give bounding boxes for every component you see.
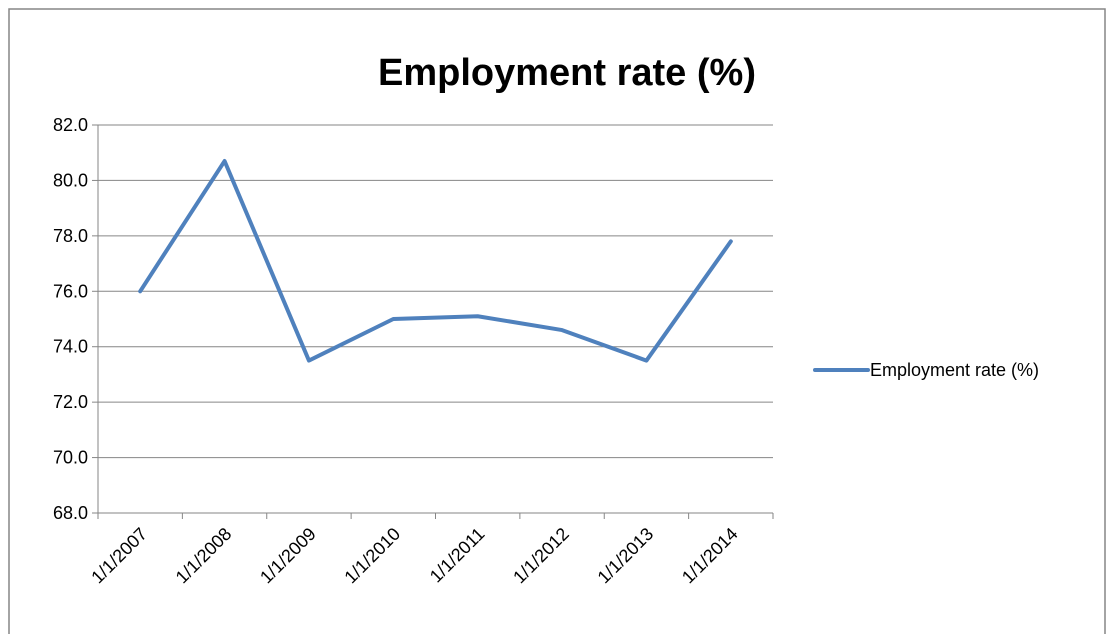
axes bbox=[92, 124, 774, 519]
x-tick-label: 1/1/2011 bbox=[426, 524, 489, 587]
y-tick-label: 72.0 bbox=[53, 392, 88, 412]
x-tick-label: 1/1/2010 bbox=[340, 524, 404, 588]
series-lines bbox=[138, 159, 733, 363]
chart-title: Employment rate (%) bbox=[378, 52, 756, 94]
chart-frame bbox=[8, 8, 1106, 634]
y-axis-tick-labels: 68.0 70.0 72.0 74.0 76.0 78.0 80.0 82.0 bbox=[53, 115, 88, 523]
x-axis-tick-labels: 1/1/2007 1/1/2008 1/1/2009 1/1/2010 1/1/2011… bbox=[87, 524, 741, 588]
y-tick-label: 76.0 bbox=[53, 281, 88, 301]
series-line bbox=[138, 159, 733, 363]
y-tick-label: 78.0 bbox=[53, 226, 88, 246]
x-tick-label: 1/1/2008 bbox=[172, 524, 236, 588]
legend-label: Employment rate (%) bbox=[870, 360, 1039, 380]
x-tick-label: 1/1/2007 bbox=[87, 524, 151, 588]
y-tick-label: 74.0 bbox=[53, 337, 88, 357]
y-tick-label: 70.0 bbox=[53, 448, 88, 468]
x-tick-label: 1/1/2009 bbox=[256, 524, 320, 588]
x-tick-label: 1/1/2013 bbox=[594, 524, 658, 588]
y-tick-label: 68.0 bbox=[53, 503, 88, 523]
y-tick-label: 82.0 bbox=[53, 115, 88, 135]
x-tick-label: 1/1/2014 bbox=[678, 524, 742, 588]
gridlines bbox=[98, 124, 773, 459]
y-tick-label: 80.0 bbox=[53, 170, 88, 190]
legend: Employment rate (%) bbox=[813, 360, 1039, 380]
x-tick-label: 1/1/2012 bbox=[509, 524, 573, 588]
